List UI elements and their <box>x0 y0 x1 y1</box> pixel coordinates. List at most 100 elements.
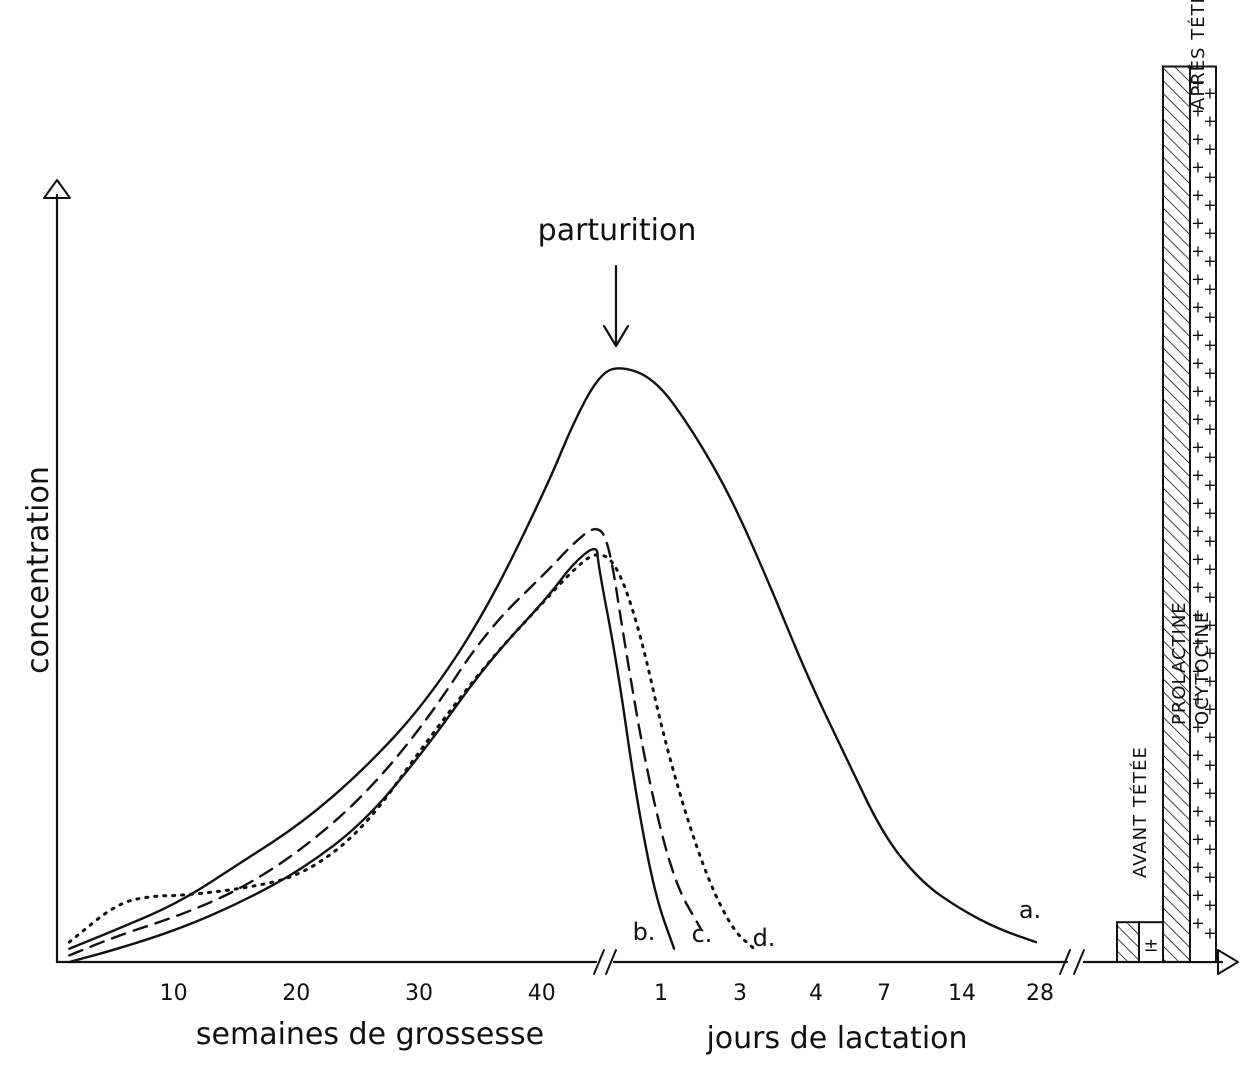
y-axis <box>43 179 71 964</box>
plus-mark: + <box>1191 382 1204 401</box>
plus-mark: + <box>1203 588 1216 607</box>
plus-mark: + <box>1203 700 1216 719</box>
plus-mark: + <box>1191 606 1204 625</box>
plus-mark: + <box>1191 130 1204 149</box>
x-axis-label-days: jours de lactation <box>705 1021 967 1056</box>
plus-mark: + <box>1203 476 1216 495</box>
series-label-a: a. <box>1019 896 1041 924</box>
curve-labels: a. b. c. d. <box>633 896 1042 952</box>
plus-mark: + <box>1191 858 1204 877</box>
plus-mark: + <box>1191 74 1204 93</box>
series-line-b <box>68 547 676 964</box>
bar-apres: ++++++++++++++++++++++++++++++++++++++++… <box>1162 65 1217 963</box>
plus-mark: + <box>1191 158 1204 177</box>
plus-mark: + <box>1203 392 1216 411</box>
x-axis <box>55 949 1239 975</box>
plus-mark: + <box>1191 830 1204 849</box>
x-tick-days-7: 7 <box>877 981 891 1006</box>
plus-mark: + <box>1203 840 1216 859</box>
plus-mark: + <box>1191 662 1204 681</box>
x-tick-weeks-30: 30 <box>405 981 433 1006</box>
plus-mark: + <box>1191 718 1204 737</box>
plus-mark: + <box>1191 466 1204 485</box>
x-axis-label-weeks: semaines de grossesse <box>196 1017 544 1052</box>
x-tick-days-1: 1 <box>654 981 668 1006</box>
plus-mark: + <box>1191 914 1204 933</box>
plus-mark: + <box>1203 280 1216 299</box>
plus-mark: + <box>1191 802 1204 821</box>
label-prolactine: PROLACTINE <box>1169 601 1190 725</box>
plus-mark: + <box>1203 84 1216 103</box>
plus-mark: + <box>1203 420 1216 439</box>
plus-mark: + <box>1203 644 1216 663</box>
x-ticks: 10 20 30 40 1 3 4 7 14 28 <box>160 981 1054 1006</box>
plus-mark: + <box>1191 634 1204 653</box>
plus-mark: + <box>1203 560 1216 579</box>
plus-mark: + <box>1203 924 1216 943</box>
series-label-d: d. <box>753 924 776 952</box>
plus-mark: + <box>1191 186 1204 205</box>
bar-apres-ocytocine <box>1189 65 1217 963</box>
plus-mark: + <box>1191 270 1204 289</box>
bar-avant-prolactine <box>1116 921 1140 964</box>
bar-avant: ± <box>1116 921 1164 964</box>
x-tick-weeks-20: 20 <box>282 981 310 1006</box>
plus-mark: + <box>1203 448 1216 467</box>
plus-mark: + <box>1203 112 1216 131</box>
series-line-a <box>68 367 1038 950</box>
plus-mark: + <box>1191 746 1204 765</box>
x-tick-weeks-10: 10 <box>160 981 188 1006</box>
plus-mark: + <box>1191 438 1204 457</box>
plus-mark: + <box>1191 326 1204 345</box>
bar-avant-ocytocine-mark: ± <box>1143 935 1158 956</box>
series-label-c: c. <box>692 920 713 948</box>
plus-mark: + <box>1203 756 1216 775</box>
plus-mark: + <box>1191 774 1204 793</box>
plus-mark: + <box>1203 784 1216 803</box>
plus-mark: + <box>1191 578 1204 597</box>
plus-mark: + <box>1203 364 1216 383</box>
parturition-arrow <box>602 264 630 348</box>
plus-mark: + <box>1191 298 1204 317</box>
plus-mark: + <box>1203 224 1216 243</box>
label-ocytocine: OCYTOCINE <box>1192 611 1213 725</box>
plus-mark: + <box>1191 214 1204 233</box>
plus-mark: + <box>1203 868 1216 887</box>
curves <box>67 367 1038 964</box>
plus-mark: + <box>1203 140 1216 159</box>
x-tick-days-4: 4 <box>809 981 823 1006</box>
label-avant-tetee: AVANT TÉTÉE <box>1129 746 1151 878</box>
plus-mark: + <box>1191 522 1204 541</box>
plus-mark: + <box>1203 672 1216 691</box>
plus-mark: + <box>1203 728 1216 747</box>
parturition-label: parturition <box>538 213 697 248</box>
series-label-b: b. <box>633 918 656 946</box>
ocytocine-plus-marks: ++++++++++++++++++++++++++++++++++++++++… <box>1191 74 1216 943</box>
x-tick-days-3: 3 <box>733 981 747 1006</box>
plus-mark: + <box>1203 168 1216 187</box>
plus-mark: + <box>1203 336 1216 355</box>
plus-mark: + <box>1203 812 1216 831</box>
bar-apres-prolactine <box>1162 65 1191 963</box>
plus-mark: + <box>1203 308 1216 327</box>
plus-mark: + <box>1191 550 1204 569</box>
plus-mark: + <box>1191 242 1204 261</box>
plus-mark: + <box>1203 504 1216 523</box>
series-line-c <box>68 527 702 957</box>
label-apres-tetee: APRÈS TÉTÉE <box>1187 0 1209 110</box>
y-axis-label: concentration <box>21 466 56 674</box>
x-tick-weeks-40: 40 <box>528 981 556 1006</box>
plus-mark: + <box>1191 886 1204 905</box>
plus-mark: + <box>1191 690 1204 709</box>
plus-mark: + <box>1203 252 1216 271</box>
plus-mark: + <box>1203 196 1216 215</box>
x-tick-days-28: 28 <box>1026 981 1054 1006</box>
plus-mark: + <box>1203 896 1216 915</box>
plus-mark: + <box>1203 616 1216 635</box>
x-tick-days-14: 14 <box>948 981 976 1006</box>
plus-mark: + <box>1191 494 1204 513</box>
plus-mark: + <box>1203 532 1216 551</box>
plus-mark: + <box>1191 102 1204 121</box>
series-line-d <box>67 553 756 951</box>
